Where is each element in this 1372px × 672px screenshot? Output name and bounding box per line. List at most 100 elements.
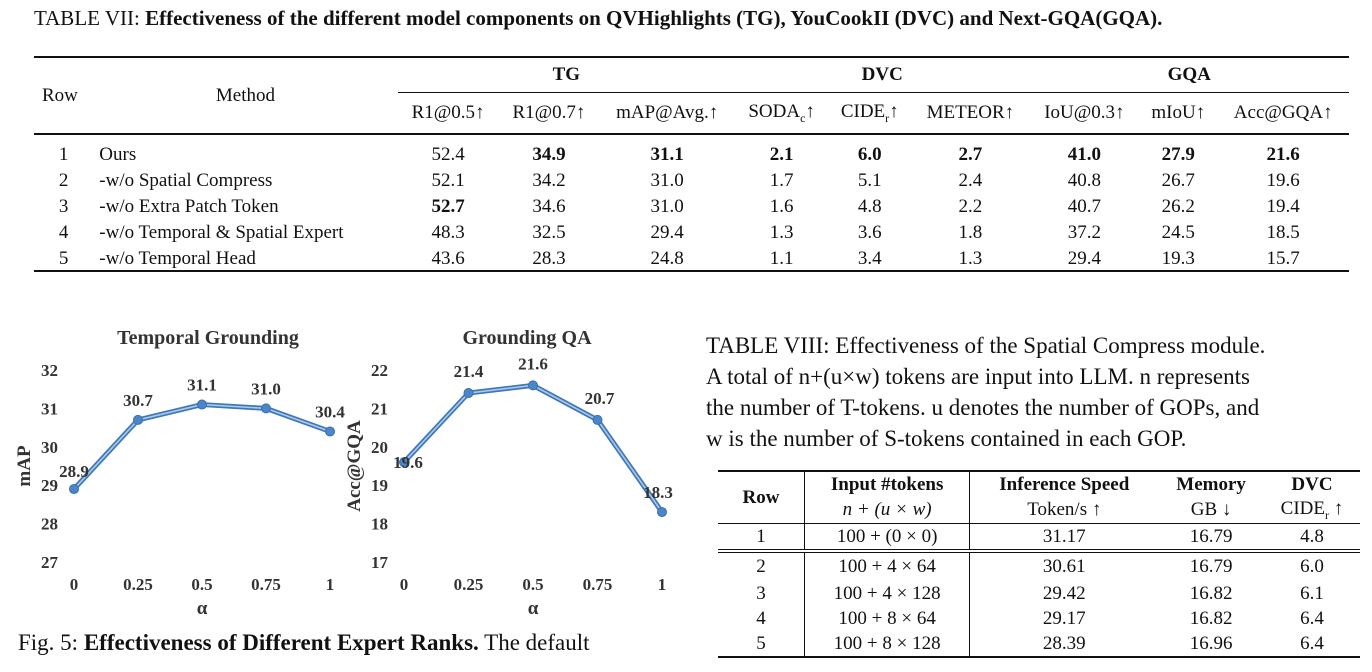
figure5-charts: Temporal Grounding 27 28 29 30 31 32 0 0.25 0.5 0.… [14, 327, 673, 619]
y-tick-label: 17 [371, 553, 389, 572]
table7-row: 2 -w/o Spatial Compress 52.1 34.2 31.0 1.7 5.1… [34, 166, 1349, 192]
table7-cell-value: 4.8 [857, 196, 882, 217]
table8-cell-speed: 28.39 [969, 631, 1159, 657]
table7-row: 5 -w/o Temporal Head 43.6 28.3 24.8 1.1 3.4 1.3… [34, 244, 1349, 271]
table8-row: 2 100 + 4 × 64 30.61 16.79 6.0 [718, 551, 1360, 581]
table7-cell-method: -w/o Temporal & Spatial Expert [99, 222, 344, 243]
y-tick-label: 20 [371, 438, 388, 457]
table8-caption-line3: the number of T-tokens. u denotes the nu… [706, 395, 1260, 420]
table7-cell-value: 43.6 [431, 248, 465, 269]
table8-cell-row: 3 [756, 582, 766, 604]
data-label: 21.6 [518, 354, 548, 373]
table7: Row Method TG DVC GQA R1@0.5↑ R1@0.7↑ mA… [34, 56, 1349, 272]
x-tick-label: 0.75 [583, 575, 613, 594]
x-tick-label: 1 [658, 575, 667, 594]
table7-cell-value: 31.1 [650, 144, 684, 165]
table7-cell-value: 1.6 [769, 196, 794, 217]
table7-metric-cider: CIDEr↑ [840, 100, 899, 125]
table7-cell-value: 2.7 [958, 144, 983, 165]
chart-grounding-qa: Grounding QA 17 18 19 20 21 22 0 0.25 0.5 0.75 1 α Ac… [344, 327, 673, 619]
table7-cell-value: 29.4 [650, 222, 684, 243]
table7-row: 1 Ours 52.4 34.9 31.1 2.1 6.0 2.7 41.0 27.9 21.6 [34, 134, 1349, 166]
table8-head-input-formula: n + (u × w) [803, 497, 970, 524]
table8-row: 3 100 + 4 × 128 29.42 16.82 6.1 [718, 581, 1360, 606]
table7-cell-value: 52.4 [431, 144, 465, 165]
data-point [657, 507, 667, 518]
data-label: 30.4 [315, 402, 345, 421]
table7-cell-value: 1.3 [958, 248, 983, 269]
table7-caption-title: Effectiveness of the different model com… [145, 6, 1163, 30]
table8-cell-input: 100 + 8 × 128 [803, 631, 970, 657]
table8-cell-input: 100 + 4 × 64 [803, 551, 970, 581]
table7-metric-miou: mIoU↑ [1151, 102, 1206, 123]
data-label: 30.7 [123, 391, 153, 410]
data-point [399, 457, 409, 468]
table7-cell-value: 1.3 [769, 222, 794, 243]
table8-cell-dvc: 6.1 [1300, 582, 1324, 604]
table7-cell-value: 27.9 [1161, 144, 1195, 165]
table7-cell-value: 19.4 [1266, 196, 1300, 217]
table7-cell-value: 37.2 [1067, 222, 1101, 243]
data-point [69, 484, 79, 495]
table7-cell-value: 34.6 [532, 196, 566, 217]
figure5-caption-prefix: Fig. 5: [18, 630, 84, 655]
data-point [133, 414, 143, 425]
series-line-outline [402, 382, 665, 514]
x-tick-label: 0 [70, 575, 79, 594]
table8-head-row: Row [742, 486, 780, 508]
table7-cell-value: 34.2 [532, 170, 566, 191]
x-axis-label: α [528, 598, 539, 619]
x-tick-label: 0.75 [251, 575, 281, 594]
y-tick-label: 31 [41, 399, 58, 418]
table7-cell-value: 28.3 [532, 248, 566, 269]
table8-head-dvc: DVC [1291, 473, 1333, 495]
table7-metric-map: mAP@Avg.↑ [616, 102, 719, 123]
data-label: 28.9 [59, 462, 89, 481]
data-point [528, 380, 538, 391]
table7-metric-iou: IoU@0.3↑ [1044, 102, 1125, 123]
table8-cell-row: 4 [756, 607, 766, 629]
table8-cell-speed: 30.61 [969, 551, 1159, 581]
table7-cell-value: 52.7 [431, 196, 465, 217]
table7-cell-value: 21.6 [1266, 144, 1300, 165]
table8-caption: TABLE VIII: Effectiveness of the Spatial… [706, 330, 1362, 454]
table8-head-memory: Memory [1176, 473, 1246, 495]
table8-cell-memory: 16.82 [1189, 607, 1233, 629]
table7-cell-value: 24.8 [650, 248, 684, 269]
chart-temporal-grounding: Temporal Grounding 27 28 29 30 31 32 0 0.25 0.5 0.… [14, 327, 345, 619]
table8-cell-row: 1 [756, 525, 766, 547]
table8-head-memory-unit: GB ↓ [1190, 499, 1232, 520]
table7-cell-value: 26.7 [1161, 170, 1195, 191]
chart-title: Grounding QA [462, 327, 592, 349]
table8-cell-memory: 16.82 [1189, 582, 1233, 604]
table7-metric-r1-07: R1@0.7↑ [512, 102, 586, 123]
table7-cell-value: 1.7 [769, 170, 794, 191]
table8-cell-input: 100 + 4 × 128 [803, 581, 970, 606]
table8-cell-row: 2 [756, 556, 766, 577]
table7-cell-value: 40.7 [1067, 196, 1101, 217]
y-tick-label: 22 [371, 361, 388, 380]
data-label: 21.4 [454, 362, 484, 381]
data-point [197, 399, 207, 410]
series-line [403, 384, 663, 513]
table7-cell-value: 24.5 [1161, 222, 1195, 243]
table7-row: 3 -w/o Extra Patch Token 52.7 34.6 31.0 1.6 4.… [34, 192, 1349, 218]
y-tick-label: 32 [41, 361, 58, 380]
table8-caption-line1: TABLE VIII: Effectiveness of the Spatial… [706, 333, 1266, 358]
table7-cell-row: 5 [58, 248, 69, 269]
table7-cell-value: 41.0 [1067, 144, 1101, 165]
table7-group-tg: TG [397, 57, 735, 93]
chart-title: Temporal Grounding [117, 327, 299, 349]
y-tick-label: 27 [41, 553, 59, 572]
data-point [261, 403, 271, 414]
x-tick-label: 1 [326, 575, 335, 594]
figure5-caption: Fig. 5: Effectiveness of Different Exper… [18, 630, 590, 656]
table7-metric-soda: SODAc↑ [748, 100, 815, 125]
table7-cell-value: 18.5 [1266, 222, 1300, 243]
table8-caption-line4: w is the number of S-tokens contained in… [706, 426, 1187, 451]
table7-cell-value: 19.3 [1161, 248, 1195, 269]
x-tick-label: 0.25 [123, 575, 153, 594]
table8-cell-row: 5 [756, 632, 766, 654]
x-tick-label: 0 [400, 575, 409, 594]
table7-cell-value: 5.1 [857, 170, 882, 191]
